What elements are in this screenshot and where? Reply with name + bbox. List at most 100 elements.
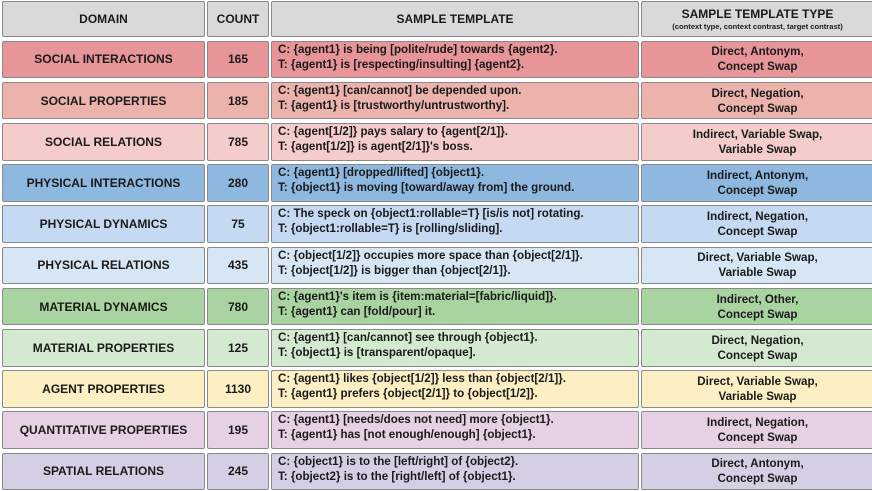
count-value: 1130 [224, 381, 252, 396]
context-template: C: {agent1} likes {object[1/2]} less tha… [278, 372, 567, 386]
template-type-line-2: Variable Swap [718, 266, 797, 280]
header-type-label: SAMPLE TEMPLATE TYPE [681, 7, 834, 21]
context-template: C: {agent1} [needs/does not need] more {… [278, 413, 554, 427]
context-template: C: The speck on {object1:rollable=T} [is… [278, 207, 584, 221]
domain-cell: MATERIAL PROPERTIES [2, 329, 205, 367]
template-type-line-2: Variable Swap [718, 142, 797, 156]
context-template: C: {object1} is to the [left/right] of {… [278, 454, 519, 468]
target-template: T: {agent[1/2]} is agent[2/1]}'s boss. [278, 140, 473, 154]
target-template: T: {agent1} is [trustworthy/untrustworth… [278, 98, 510, 112]
target-template: T: {agent1} is [respecting/insulting] {a… [278, 57, 525, 71]
template-type-cell: Direct, Variable Swap, Variable Swap [641, 370, 872, 408]
count-cell: 75 [207, 205, 269, 243]
header-type-subtitle: (context type, context contrast, target … [672, 22, 843, 31]
count-value: 780 [227, 299, 249, 314]
template-type-line-1: Direct, Antonym, [711, 45, 804, 59]
template-type-line-1: Direct, Variable Swap, [697, 251, 818, 265]
template-type-cell: Indirect, Antonym, Concept Swap [641, 164, 872, 202]
template-type-line-1: Indirect, Negation, [706, 416, 809, 430]
target-template: T: {agent1} has [not enough/enough] {obj… [278, 428, 536, 442]
domain-cell: SOCIAL PROPERTIES [2, 81, 205, 120]
header-count: COUNT [207, 1, 269, 37]
template-cell: C: {agent1} [dropped/lifted] {object1}. T… [271, 164, 639, 202]
context-template: C: {agent1} [dropped/lifted] {object1}. [278, 166, 485, 180]
domain-label: MATERIAL DYNAMICS [39, 299, 168, 314]
domain-label: PHYSICAL DYNAMICS [39, 217, 168, 232]
domain-cell: PHYSICAL INTERACTIONS [2, 164, 205, 202]
count-value: 75 [231, 217, 245, 232]
count-value: 785 [227, 134, 249, 149]
count-cell: 245 [207, 452, 269, 491]
count-cell: 435 [207, 246, 269, 285]
template-cell: C: The speck on {object1:rollable=T} [is… [271, 205, 639, 243]
template-cell: C: {agent1} [needs/does not need] more {… [271, 411, 639, 449]
domain-cell: SOCIAL RELATIONS [2, 123, 205, 161]
header-template-label: SAMPLE TEMPLATE [396, 12, 514, 26]
domain-cell: PHYSICAL RELATIONS [2, 246, 205, 285]
domain-label: SOCIAL RELATIONS [45, 134, 162, 149]
count-cell: 780 [207, 287, 269, 326]
header-domain: DOMAIN [2, 1, 205, 37]
domain-cell: PHYSICAL DYNAMICS [2, 205, 205, 243]
count-cell: 125 [207, 329, 269, 367]
template-type-line-1: Indirect, Negation, [706, 210, 809, 224]
template-type-cell: Direct, Negation, Concept Swap [641, 81, 872, 120]
target-template: T: {object2} is to the [right/left] of {… [278, 469, 516, 483]
count-value: 280 [227, 176, 249, 190]
template-type-cell: Indirect, Variable Swap, Variable Swap [641, 123, 872, 161]
count-value: 165 [227, 52, 249, 67]
template-type-cell: Direct, Antonym, Concept Swap [641, 452, 872, 491]
template-type-cell: Indirect, Negation, Concept Swap [641, 411, 872, 449]
domain-cell: AGENT PROPERTIES [2, 370, 205, 408]
domain-label: QUANTITATIVE PROPERTIES [19, 423, 188, 438]
template-type-cell: Direct, Negation, Concept Swap [641, 329, 872, 367]
context-template: C: {agent[1/2]} pays salary to {agent[2/… [278, 125, 509, 139]
template-type-cell: Direct, Variable Swap, Variable Swap [641, 246, 872, 285]
target-template: T: {object1} is [transparent/opaque]. [278, 346, 476, 359]
domain-label: PHYSICAL RELATIONS [37, 258, 170, 273]
template-type-cell: Indirect, Other, Concept Swap [641, 287, 872, 326]
target-template: T: {agent1} can [fold/pour] it. [278, 304, 436, 318]
template-type-cell: Direct, Antonym, Concept Swap [641, 40, 872, 79]
template-type-line-1: Indirect, Antonym, [706, 169, 809, 182]
target-template: T: {agent1} prefers {object[2/1]} to {ob… [278, 387, 538, 401]
template-type-line-2: Variable Swap [718, 389, 797, 403]
template-type-line-1: Indirect, Variable Swap, [692, 127, 823, 141]
domain-label: PHYSICAL INTERACTIONS [26, 176, 181, 190]
domain-cell: SPATIAL RELATIONS [2, 452, 205, 491]
template-type-line-1: Indirect, Other, [716, 292, 799, 306]
template-cell: C: {agent1} [can/cannot] see through {ob… [271, 329, 639, 367]
template-type-line-2: Concept Swap [717, 225, 798, 239]
context-template: C: {agent1} [can/cannot] see through {ob… [278, 331, 538, 344]
context-template: C: {agent1}'s item is {item:material=[fa… [278, 289, 557, 303]
template-type-line-2: Concept Swap [717, 101, 798, 115]
context-template: C: {agent1} [can/cannot] be depended upo… [278, 83, 522, 97]
target-template: T: {object1:rollable=T} is [rolling/slid… [278, 222, 503, 236]
template-type-line-1: Direct, Negation, [711, 333, 804, 347]
domain-cell: SOCIAL INTERACTIONS [2, 40, 205, 79]
count-value: 125 [227, 340, 249, 355]
template-type-line-2: Concept Swap [717, 60, 798, 74]
header-count-label: COUNT [216, 12, 260, 26]
count-cell: 785 [207, 123, 269, 161]
domain-label: MATERIAL PROPERTIES [32, 340, 175, 355]
count-value: 435 [227, 258, 249, 273]
template-cell: C: {object1} is to the [left/right] of {… [271, 452, 639, 491]
template-cell: C: {object[1/2]} occupies more space tha… [271, 246, 639, 285]
header-domain-label: DOMAIN [79, 12, 128, 26]
count-value: 195 [227, 423, 249, 438]
context-template: C: {object[1/2]} occupies more space tha… [278, 248, 583, 262]
template-type-line-2: Concept Swap [717, 431, 798, 445]
template-cell: C: {agent[1/2]} pays salary to {agent[2/… [271, 123, 639, 161]
count-value: 245 [227, 464, 249, 479]
header-type: SAMPLE TEMPLATE TYPE (context type, cont… [641, 1, 872, 37]
template-type-line-2: Concept Swap [717, 307, 798, 321]
template-type-line-2: Concept Swap [717, 472, 798, 486]
domain-label: AGENT PROPERTIES [42, 381, 165, 396]
domain-label: SPATIAL RELATIONS [42, 464, 165, 479]
template-type-line-2: Concept Swap [717, 348, 798, 362]
count-cell: 165 [207, 40, 269, 79]
template-type-cell: Indirect, Negation, Concept Swap [641, 205, 872, 243]
count-cell: 280 [207, 164, 269, 202]
